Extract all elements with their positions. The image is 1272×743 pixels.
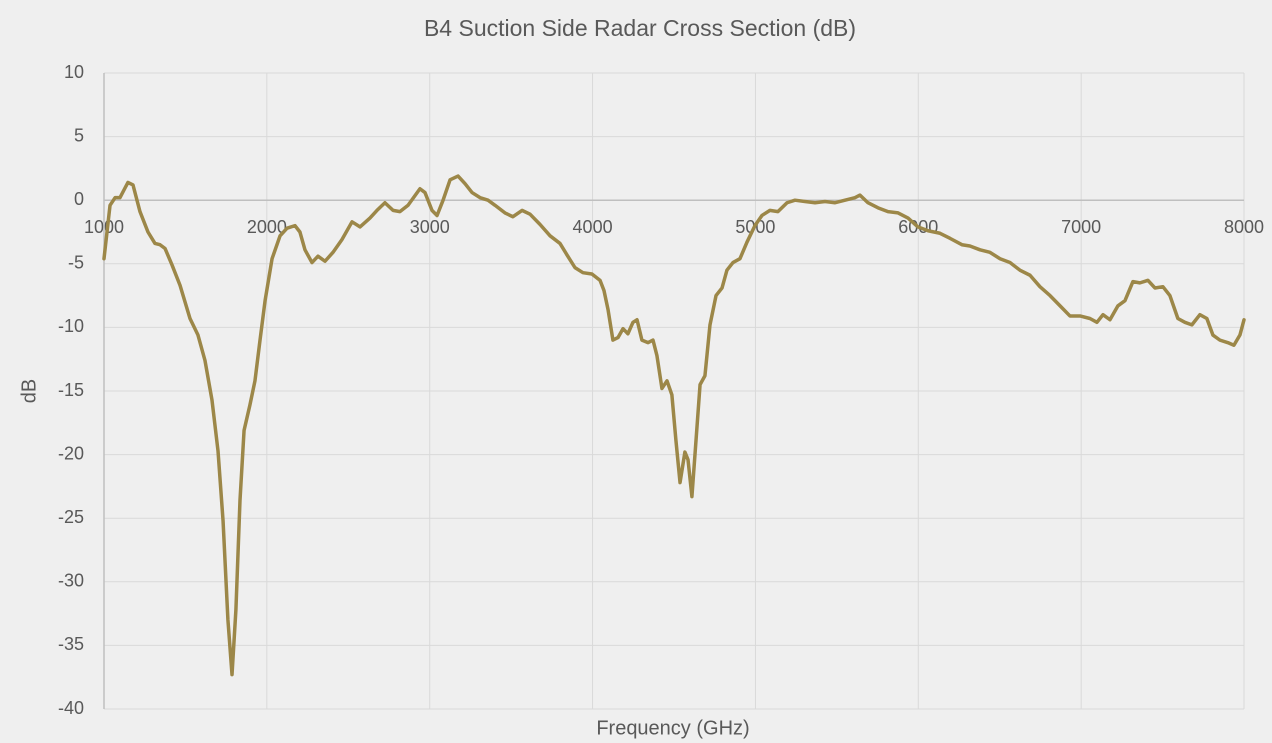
y-tick-label: -5 — [68, 253, 84, 273]
x-axis-title: Frequency (GHz) — [596, 717, 749, 739]
x-tick-label: 7000 — [1061, 217, 1101, 237]
y-tick-label: -10 — [58, 316, 84, 336]
y-tick-label: -20 — [58, 443, 84, 463]
y-tick-label: 0 — [74, 189, 84, 209]
x-tick-label: 2000 — [247, 217, 287, 237]
x-tick-label: 3000 — [410, 217, 450, 237]
y-tick-label: -30 — [58, 571, 84, 591]
y-tick-label: -35 — [58, 634, 84, 654]
data-line — [102, 174, 1246, 677]
y-tick-label: 10 — [64, 62, 84, 82]
y-axis-title: dB — [18, 379, 40, 403]
x-tick-label: 8000 — [1224, 217, 1264, 237]
y-tick-label: -40 — [58, 698, 84, 718]
chart-title: B4 Suction Side Radar Cross Section (dB) — [424, 15, 856, 41]
y-tick-label: 5 — [74, 125, 84, 145]
x-tick-label: 4000 — [573, 217, 613, 237]
y-tick-label: -15 — [58, 380, 84, 400]
y-tick-label: -25 — [58, 507, 84, 527]
